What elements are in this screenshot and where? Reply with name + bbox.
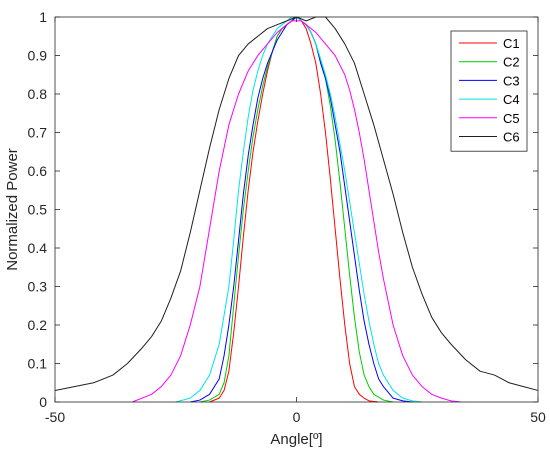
y-tick-label: 0.2 xyxy=(28,317,48,333)
legend-box xyxy=(450,30,528,152)
series-line-c6 xyxy=(54,16,539,391)
x-axis-label: Angle[º] xyxy=(270,431,322,448)
y-tick-label: 0 xyxy=(39,394,47,410)
y-tick-label: 0.5 xyxy=(28,202,48,218)
legend-label-c4: C4 xyxy=(503,92,520,107)
legend-label-c6: C6 xyxy=(503,130,520,145)
legend-label-c5: C5 xyxy=(503,111,520,126)
series-line-c5 xyxy=(132,20,461,403)
x-tick-label: 50 xyxy=(530,409,546,425)
y-tick-label: 0.9 xyxy=(28,48,48,64)
y-tick-label: 1 xyxy=(39,9,47,25)
y-tick-label: 0.7 xyxy=(28,125,48,141)
legend-label-c2: C2 xyxy=(503,55,520,70)
legend-label-c1: C1 xyxy=(503,36,520,51)
ticks-layer: 00.10.20.30.40.50.60.70.80.91-50 0 50 xyxy=(28,9,546,425)
x-tick-label: 0 xyxy=(293,409,301,425)
legend: C1 C2 C3 C4 C5 C6 xyxy=(450,30,528,152)
y-tick-label: 0.1 xyxy=(28,356,48,372)
y-tick-label: 0.3 xyxy=(28,279,48,295)
y-tick-label: 0.4 xyxy=(28,240,48,256)
y-tick-label: 0.8 xyxy=(28,86,48,102)
y-tick-label: 0.6 xyxy=(28,163,48,179)
legend-label-c3: C3 xyxy=(503,73,520,88)
x-tick-label: -50 xyxy=(45,409,65,425)
y-axis-label: Normalized Power xyxy=(4,148,21,271)
